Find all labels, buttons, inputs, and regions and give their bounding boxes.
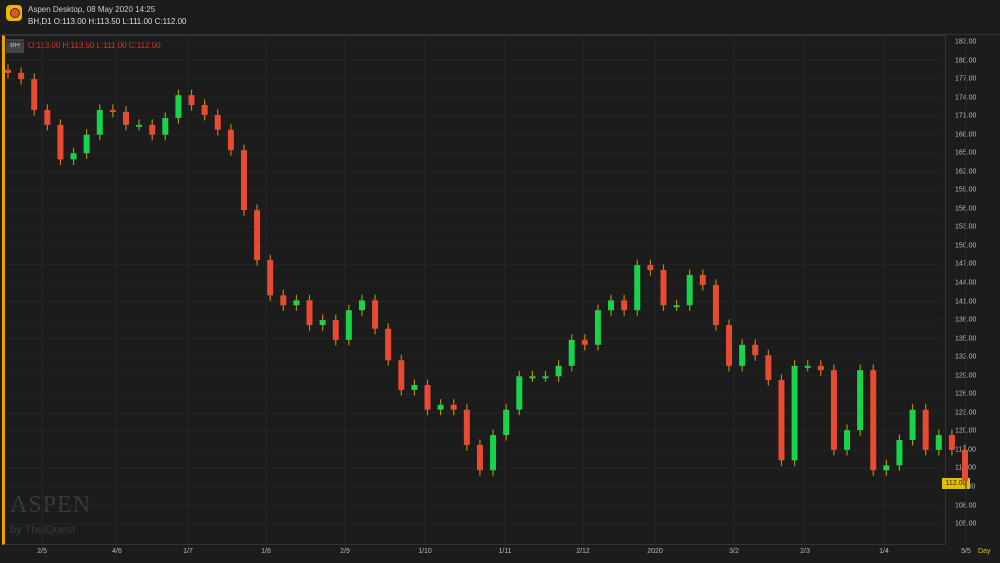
- x-tick-label: 2/5: [37, 548, 47, 555]
- candle-body: [621, 300, 628, 311]
- last-price-label: 112.00: [942, 478, 970, 489]
- x-tick-label: 5/5: [961, 548, 971, 555]
- candle-body: [804, 365, 811, 368]
- candle-body: [18, 72, 25, 80]
- candle-body: [555, 365, 562, 377]
- header: Aspen Desktop, 08 May 2020 14:25 BH,D1 O…: [0, 0, 1000, 35]
- candle-body: [712, 284, 719, 326]
- x-tick-label: 2/12: [576, 548, 590, 555]
- window-title: Aspen Desktop, 08 May 2020 14:25: [28, 5, 156, 14]
- candle-body: [31, 79, 38, 110]
- candle-body: [883, 465, 890, 471]
- candle-body: [726, 325, 733, 366]
- candle-body: [476, 444, 483, 471]
- candle-body: [96, 109, 103, 135]
- candle-body: [463, 409, 470, 445]
- candle-body: [752, 344, 759, 356]
- ohlc-readout: O:113.00 H:113.50 L:111.00 C:112.00: [28, 41, 161, 50]
- candle-body: [5, 69, 11, 73]
- candle-body: [372, 300, 379, 329]
- watermark-sub: by ThaiQuest: [10, 524, 76, 536]
- candle-body: [162, 118, 169, 135]
- candle-body: [345, 310, 352, 340]
- candle-body: [935, 435, 942, 450]
- x-tick-label: 3/2: [729, 548, 739, 555]
- candle-body: [306, 300, 313, 326]
- candle-body: [542, 376, 549, 379]
- candle-body: [830, 370, 837, 450]
- candle-body: [44, 109, 51, 125]
- candle-body: [149, 124, 156, 135]
- candle-body: [254, 210, 261, 261]
- candle-body: [437, 404, 444, 410]
- candle-body: [699, 274, 706, 285]
- candle-body: [817, 365, 824, 371]
- candle-body: [529, 376, 536, 379]
- candle-body: [857, 370, 864, 431]
- x-tick-label: 2/3: [800, 548, 810, 555]
- candle-body: [739, 344, 746, 366]
- timeframe-label[interactable]: Day: [978, 548, 991, 555]
- candle-body: [358, 300, 365, 311]
- candle-body: [647, 265, 654, 271]
- candle-body: [503, 409, 510, 436]
- x-tick-label: 1/10: [418, 548, 432, 555]
- candle-body: [660, 270, 667, 306]
- candle-body: [188, 95, 195, 106]
- candle-body: [122, 111, 129, 125]
- candle-body: [57, 124, 64, 160]
- candle-body: [227, 129, 234, 151]
- x-tick-label: 1/11: [498, 548, 512, 555]
- quote-line: BH,D1 O:113.00 H:113.50 L:111.00 C:112.0…: [28, 17, 187, 26]
- aspen-logo-icon: [6, 5, 22, 21]
- candle-body: [634, 265, 641, 311]
- candle-body: [673, 305, 680, 308]
- candle-body: [293, 300, 300, 306]
- candle-body: [962, 449, 968, 481]
- candle-body: [175, 95, 182, 119]
- x-tick-label: 1/8: [261, 548, 271, 555]
- candle-body: [765, 355, 772, 381]
- x-tick-label: 4/6: [112, 548, 122, 555]
- candle-body: [398, 360, 405, 390]
- candle-body: [411, 384, 418, 390]
- candle-body: [844, 430, 851, 450]
- candle-body: [791, 365, 798, 461]
- candle-body: [896, 439, 903, 466]
- candle-body: [948, 435, 955, 450]
- candle-body: [109, 109, 116, 112]
- candle-body: [70, 153, 77, 160]
- candle-body: [332, 320, 339, 340]
- x-tick-label: 2020: [647, 548, 663, 555]
- candle-body: [424, 384, 431, 410]
- candle-body: [201, 105, 208, 115]
- x-tick-label: 1/7: [183, 548, 193, 555]
- candle-body: [594, 310, 601, 345]
- candle-body: [280, 295, 287, 306]
- candle-body: [516, 376, 523, 410]
- candle-body: [490, 435, 497, 471]
- candle-body: [568, 339, 575, 366]
- candle-body: [450, 404, 457, 410]
- x-tick-label: 2/9: [340, 548, 350, 555]
- candle-body: [240, 150, 247, 211]
- candle-body: [922, 409, 929, 450]
- candle-body: [83, 134, 90, 154]
- candle-body: [870, 370, 877, 471]
- candle-body: [214, 114, 221, 130]
- candle-body: [686, 274, 693, 306]
- candle-body: [267, 260, 274, 296]
- chart-plot-area[interactable]: [2, 35, 946, 545]
- candle-body: [909, 409, 916, 440]
- candle-body: [385, 328, 392, 361]
- x-tick-label: 1/4: [879, 548, 889, 555]
- candle-body: [608, 300, 615, 311]
- candle-body: [319, 320, 326, 326]
- candle-body: [581, 339, 588, 345]
- candle-body: [136, 124, 143, 127]
- candle-body: [778, 380, 785, 461]
